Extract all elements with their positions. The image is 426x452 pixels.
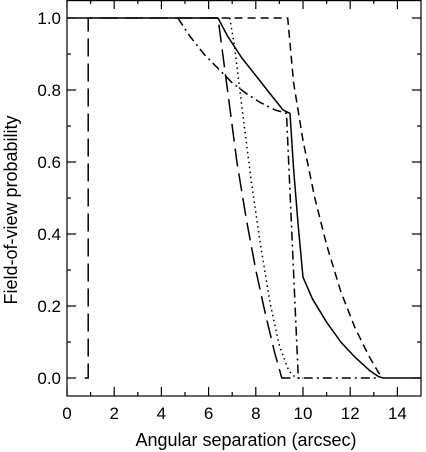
x-tick-label: 10 [294,404,313,423]
labels-layer: Angular separation (arcsec) Field-of-vie… [1,115,357,450]
y-tick-label: 0.4 [37,225,61,244]
y-tick-label: 1.0 [37,9,61,28]
y-axis-label: Field-of-view probability [1,115,21,304]
x-axis-label: Angular separation (arcsec) [135,430,356,450]
x-tick-label: 12 [341,404,360,423]
x-tick-label: 8 [251,404,260,423]
axes-layer: 0 2 4 6 8 10 12 14 0.0 0.2 0.4 0.6 0.8 1.0 [37,0,422,423]
series-layer [67,17,421,379]
y-tick-label: 0.2 [37,297,61,316]
series-line-dash [208,17,384,379]
x-tick-label: 14 [388,404,407,423]
x-tick-label: 6 [204,404,213,423]
y-tick-label: 0.0 [37,369,61,388]
series-line-dash-dot [177,17,379,379]
series-line-long-dash [84,17,292,379]
x-tick-label: 4 [157,404,166,423]
y-tick-label: 0.6 [37,153,61,172]
series-line-solid [67,17,421,379]
x-tick-label: 0 [62,404,71,423]
y-tick-label: 0.8 [37,81,61,100]
x-tick-label: 2 [109,404,118,423]
